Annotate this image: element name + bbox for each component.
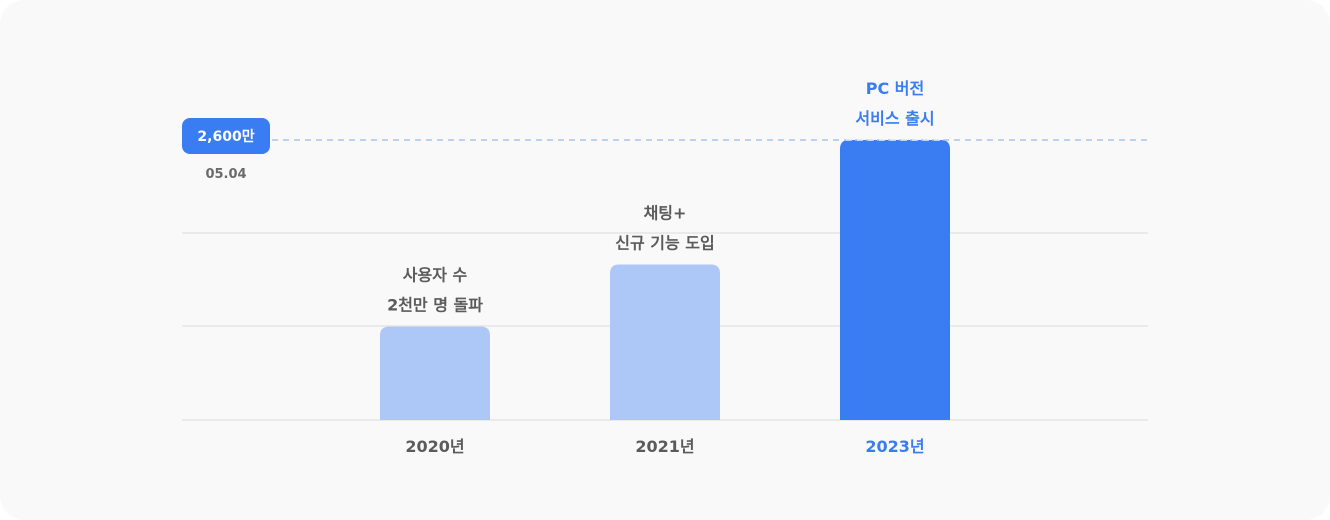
bar-annotation-label: 사용자 수 bbox=[403, 266, 468, 285]
bar-annotation-label: PC 버전 bbox=[866, 79, 924, 98]
bar-annotation-label: 신규 기능 도입 bbox=[615, 233, 714, 252]
x-tick-label: 2020년 bbox=[405, 437, 464, 456]
bar-2020년 bbox=[380, 326, 490, 420]
bar-2021년 bbox=[610, 264, 720, 420]
bar-annotation-label: 서비스 출시 bbox=[855, 109, 934, 128]
x-tick-label: 2023년 bbox=[865, 437, 924, 456]
labels: 사용자 수 2천만 명 돌파 2020년 채팅+ 신규 기능 도입 2021년 PC 버전서… bbox=[387, 79, 935, 456]
bar-2023년 bbox=[840, 140, 950, 420]
reference-date-label: 05.04 bbox=[205, 167, 246, 182]
bar-annotation-label: 2천만 명 돌파 bbox=[387, 296, 483, 315]
reference-line-group: 2,600만 05.04 bbox=[182, 118, 1148, 182]
reference-value-label: 2,600만 bbox=[197, 129, 254, 145]
reference-value-badge bbox=[182, 118, 270, 154]
bars bbox=[380, 140, 950, 420]
x-tick-label: 2021년 bbox=[635, 437, 694, 456]
bar-annotation-label: 채팅+ bbox=[644, 203, 687, 222]
